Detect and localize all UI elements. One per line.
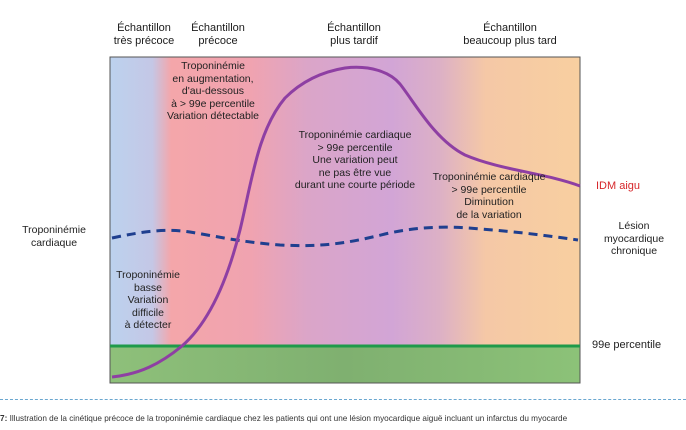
caption-number: 7 [0, 414, 5, 423]
annotation-low-troponin: Troponinémie basse Variation difficile à… [116, 269, 180, 331]
background-gradient [110, 57, 580, 383]
annotation-declining-troponin: Troponinémie cardiaque > 99e percentile … [432, 171, 546, 221]
header-very-early-sample: Échantillon très précoce [113, 22, 175, 47]
chronic-injury-curve [111, 225, 579, 248]
figure-caption: 7: Illustration de la cinétique précoce … [0, 414, 568, 423]
acute-mi-curve [111, 65, 581, 379]
left-axis-label: Troponinémie cardiaque [22, 224, 86, 249]
label-chronic-injury: Lésion myocardique chronique [603, 220, 665, 257]
header-early-sample: Échantillon précoce [191, 22, 245, 47]
below-percentile-band [110, 346, 580, 383]
annotation-rising-troponin: Troponinémie en augmentation, d'au-desso… [166, 60, 260, 122]
label-acute-mi: IDM aigu [596, 180, 641, 192]
header-much-later-sample: Échantillon beaucoup plus tard [463, 22, 557, 47]
caption-text: Illustration de la cinétique précoce de … [9, 414, 568, 423]
label-99th-percentile: 99e percentile [592, 339, 662, 351]
caption-divider [0, 399, 686, 400]
annotation-peak-troponin: Troponinémie cardiaque > 99e percentile … [294, 129, 416, 191]
plot-frame [109, 56, 581, 384]
header-later-sample: Échantillon plus tardif [327, 22, 381, 47]
